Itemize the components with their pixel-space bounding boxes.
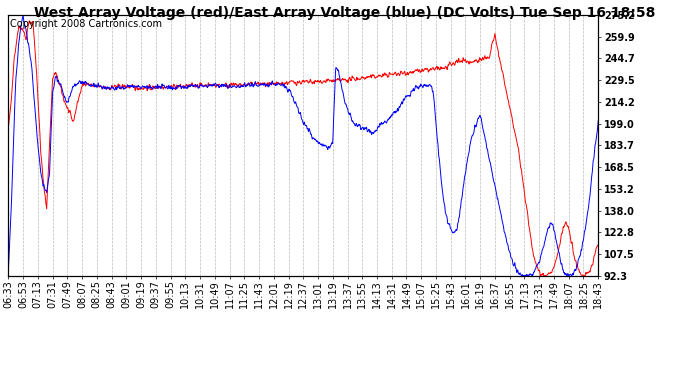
Text: Copyright 2008 Cartronics.com: Copyright 2008 Cartronics.com <box>10 19 162 29</box>
Text: West Array Voltage (red)/East Array Voltage (blue) (DC Volts) Tue Sep 16 18:58: West Array Voltage (red)/East Array Volt… <box>34 6 655 20</box>
